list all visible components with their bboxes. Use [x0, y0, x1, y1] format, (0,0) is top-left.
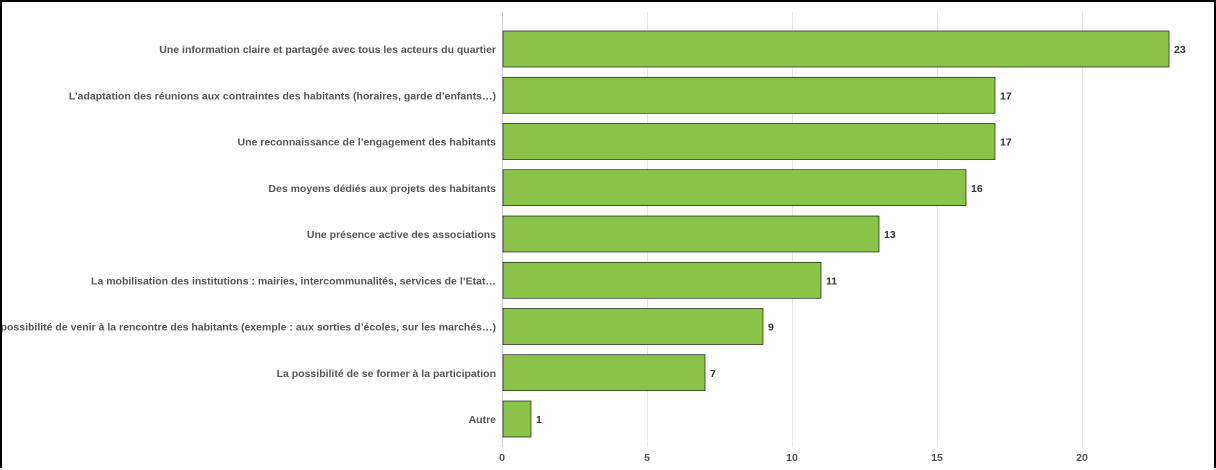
- x-tick-label: 15: [931, 452, 943, 464]
- bar: [502, 169, 967, 207]
- bar-layer: [502, 30, 1170, 438]
- bar: [502, 76, 996, 114]
- value-label: 17: [1000, 137, 1012, 149]
- value-label: 1: [536, 414, 542, 426]
- category-label: L’adaptation des réunions aux contrainte…: [69, 90, 496, 102]
- category-label: La possibilité de se former à la partici…: [277, 368, 496, 380]
- category-label: Une reconnaissance de l’engagement des h…: [238, 137, 497, 149]
- value-label: 9: [768, 322, 774, 334]
- category-label: Autre: [469, 414, 497, 426]
- bar: [502, 308, 764, 345]
- value-label: 17: [1000, 90, 1012, 102]
- category-label: Une présence active des associations: [307, 229, 496, 241]
- value-label: 7: [710, 368, 716, 380]
- category-label: La possibilité de venir à la rencontre d…: [2, 322, 496, 334]
- bar: [502, 30, 1170, 68]
- category-label: Une information claire et partagée avec …: [159, 44, 496, 56]
- value-label: 23: [1174, 44, 1186, 56]
- x-axis-tick-layer: 0 5 10 15 20: [499, 452, 1088, 464]
- value-label: 11: [826, 275, 837, 287]
- value-label-layer: 23 17 17 16 13 11 9 7 1: [536, 44, 1186, 426]
- x-tick-label: 0: [499, 452, 505, 464]
- category-label-layer: Une information claire et partagée avec …: [2, 44, 496, 426]
- bar: [502, 400, 532, 438]
- x-tick-label: 10: [786, 452, 798, 464]
- x-tick-label: 20: [1076, 452, 1088, 464]
- category-label: Des moyens dédiés aux projets des habita…: [268, 183, 496, 195]
- bar: [502, 354, 706, 392]
- bar: [502, 215, 880, 253]
- category-label: La mobilisation des institutions : mairi…: [91, 275, 496, 287]
- bar: [502, 261, 822, 299]
- bar: [502, 123, 996, 160]
- x-tick-label: 5: [644, 452, 650, 464]
- value-label: 13: [884, 229, 896, 241]
- value-label: 16: [971, 183, 983, 195]
